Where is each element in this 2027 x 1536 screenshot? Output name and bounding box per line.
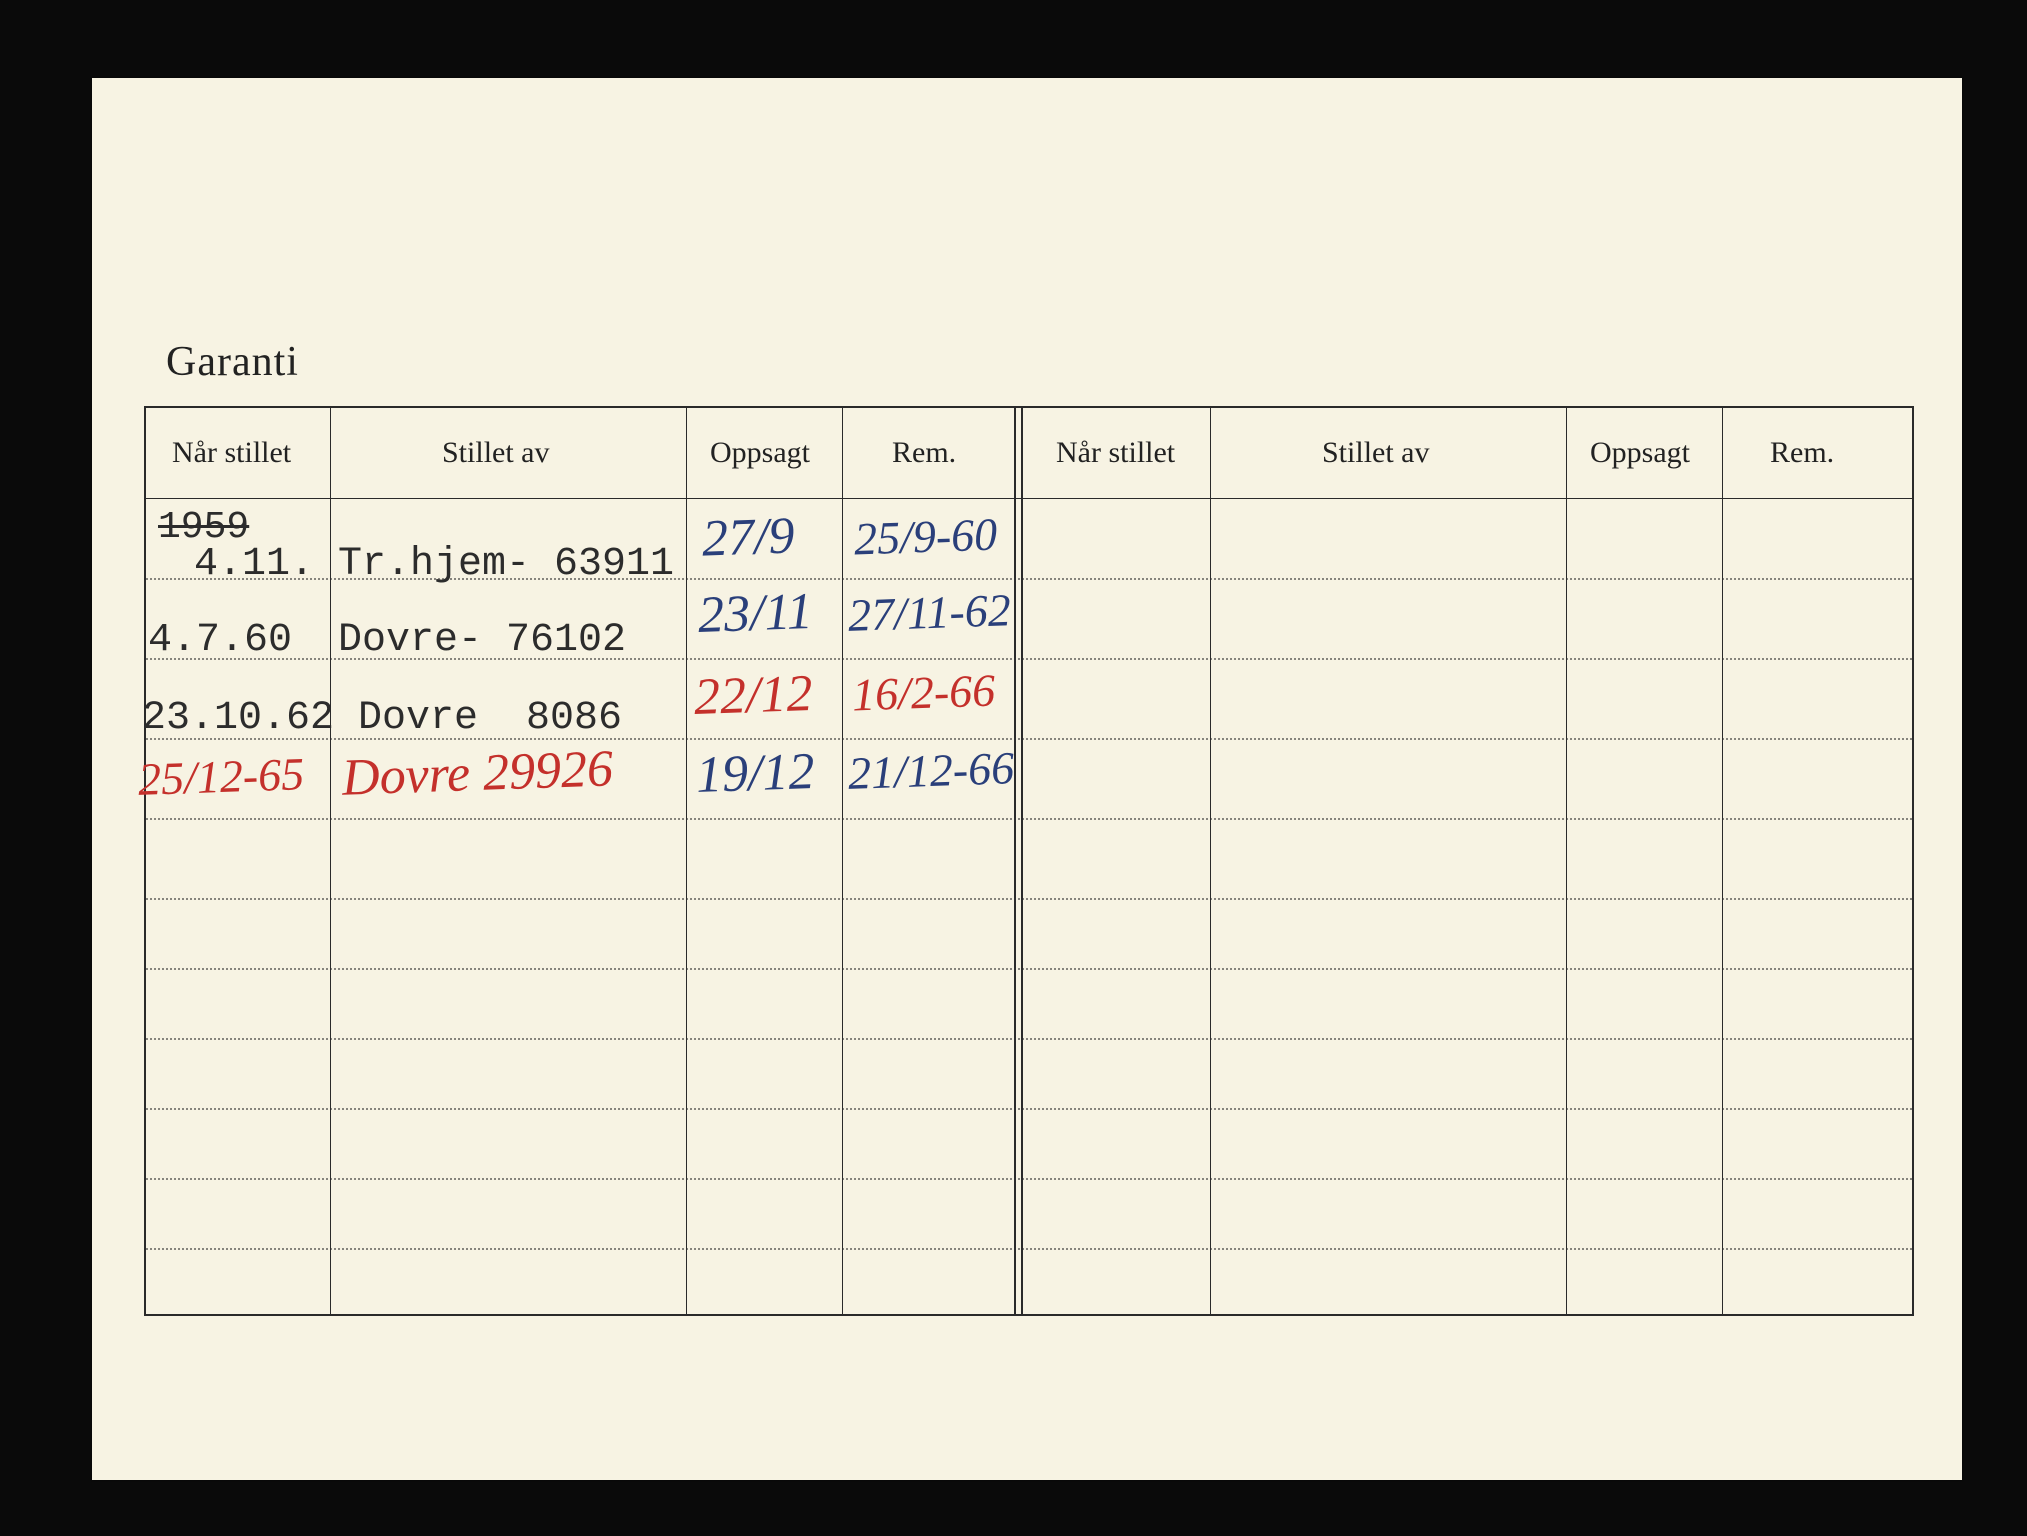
cell-rem: 27/11-62	[847, 583, 1011, 642]
cell-nar-stillet: 4.7.60	[148, 618, 292, 663]
table-row	[146, 818, 1912, 820]
cell-oppsagt: 23/11	[697, 582, 814, 645]
cell-nar-stillet: 23.10.62	[142, 696, 334, 741]
col-nar-stillet: Når stillet	[172, 436, 291, 470]
cell-rem: 16/2-66	[851, 664, 996, 722]
cell-oppsagt: 27/9	[701, 506, 795, 568]
col-stillet-av: Stillet av	[442, 436, 550, 470]
table-row	[146, 1178, 1912, 1180]
table-row	[146, 1248, 1912, 1250]
col-oppsagt-r: Oppsagt	[1590, 436, 1690, 470]
heading-garanti: Garanti	[166, 338, 299, 386]
garanti-table: Når stillet Stillet av Oppsagt Rem. Når …	[144, 406, 1914, 1316]
cell-stillet-av: Dovre- 76102	[338, 618, 626, 663]
cell-nar-stillet: 25/12-65	[137, 747, 305, 806]
col-oppsagt: Oppsagt	[710, 436, 810, 470]
table-row	[146, 968, 1912, 970]
page-root: Garanti Når stillet Stillet av Oppsagt R…	[0, 0, 2027, 1536]
table-row	[146, 1038, 1912, 1040]
table-row	[146, 1108, 1912, 1110]
paper-card: Garanti Når stillet Stillet av Oppsagt R…	[92, 78, 1962, 1480]
cell-oppsagt: 22/12	[693, 664, 813, 727]
cell-stillet-av: Dovre 8086	[358, 696, 622, 741]
cell-stillet-av: Tr.hjem- 63911	[338, 542, 674, 587]
cell-rem: 25/9-60	[853, 508, 998, 566]
cell-stillet-av: Dovre 29926	[341, 739, 614, 807]
col-rem: Rem.	[892, 436, 956, 470]
cell-rem: 21/12-66	[847, 741, 1015, 800]
col-nar-stillet-r: Når stillet	[1056, 436, 1175, 470]
col-stillet-av-r: Stillet av	[1322, 436, 1430, 470]
cell-nar-stillet: 4.11.	[170, 542, 314, 587]
col-rem-r: Rem.	[1770, 436, 1834, 470]
table-row	[146, 898, 1912, 900]
table-header: Når stillet Stillet av Oppsagt Rem. Når …	[146, 408, 1912, 499]
cell-oppsagt: 19/12	[695, 742, 815, 805]
